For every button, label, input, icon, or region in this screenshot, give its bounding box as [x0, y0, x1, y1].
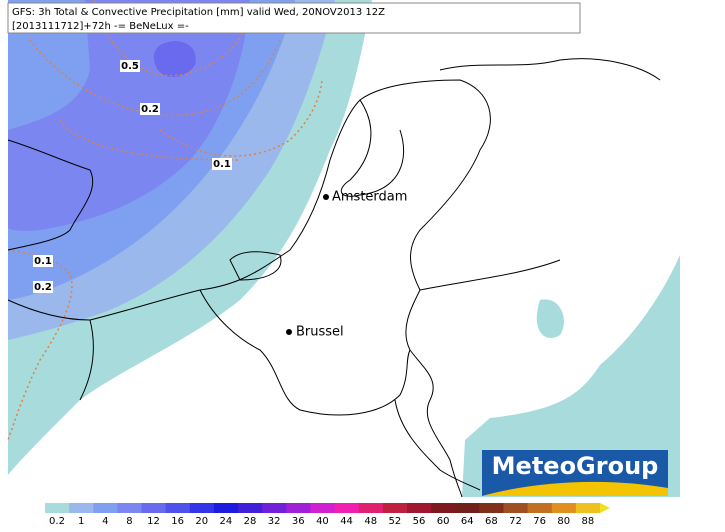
- legend-swatch: [503, 503, 529, 513]
- legend-swatch: [527, 503, 553, 513]
- city-dot: [323, 194, 329, 200]
- legend-swatch: [213, 503, 239, 513]
- legend-label: 36: [292, 516, 305, 527]
- legend-label: 16: [171, 516, 184, 527]
- legend-label: 12: [147, 516, 160, 527]
- legend-swatch: [551, 503, 577, 513]
- precip-area: [536, 299, 564, 339]
- legend-label: 88: [582, 516, 595, 527]
- contour-labels: 0.5 0.2 0.1 0.1 0.2: [33, 60, 232, 293]
- legend-label: 44: [340, 516, 353, 527]
- legend-swatch: [69, 503, 94, 513]
- logo-arc: [482, 481, 668, 496]
- legend-swatch: [334, 503, 360, 513]
- legend-label: 64: [461, 516, 474, 527]
- city-label: Brussel: [296, 325, 344, 340]
- header-line: GFS: 3h Total & Convective Precipitation…: [12, 7, 385, 18]
- legend-swatch: [165, 503, 191, 513]
- coastlines: [7, 58, 661, 498]
- legend-label: 32: [268, 516, 281, 527]
- legend-swatch: [117, 503, 143, 513]
- legend-swatch: [141, 503, 167, 513]
- legend-label: 20: [195, 516, 208, 527]
- legend: 0.2 1 4 8 12 16 20 24 28 32 36 40 44 48 52 56 60 64 68 72 76…: [45, 503, 610, 527]
- contours: [7, 0, 323, 441]
- legend-label: 8: [126, 516, 132, 527]
- legend-label: 1: [78, 516, 84, 527]
- legend-label: 24: [220, 516, 233, 527]
- contour-label-box: [33, 281, 53, 293]
- legend-swatch: [45, 503, 70, 513]
- legend-label: 52: [388, 516, 401, 527]
- legend-swatch: [286, 503, 311, 513]
- city-dot: [286, 329, 292, 335]
- legend-label: 76: [533, 516, 546, 527]
- legend-swatch: [189, 503, 215, 513]
- legend-label: 72: [509, 516, 522, 527]
- legend-label: 68: [485, 516, 498, 527]
- contour-label-box: [120, 60, 140, 72]
- contour-label-box: [212, 158, 232, 170]
- legend-swatch: [431, 503, 456, 513]
- legend-swatch: [575, 503, 601, 513]
- legend-label: 4: [102, 516, 108, 527]
- legend-label: 40: [316, 516, 329, 527]
- contour-label: 0.1: [34, 256, 52, 267]
- legend-label: 60: [437, 516, 450, 527]
- legend-label: 56: [413, 516, 426, 527]
- header-box: [7, 2, 581, 34]
- legend-swatch: [262, 503, 287, 513]
- legend-swatch: [238, 503, 263, 513]
- contour-label: 0.2: [141, 104, 159, 115]
- contour-label-box: [140, 103, 160, 115]
- city-label: Amsterdam: [332, 190, 407, 205]
- legend-swatch: [93, 503, 118, 513]
- header-line: [2013111712]+72h -= BeNeLux =-: [12, 21, 189, 32]
- contour-label: 0.1: [213, 159, 231, 170]
- contour-label: 0.5: [121, 61, 139, 72]
- legend-arrow: [600, 503, 610, 513]
- legend-swatch: [310, 503, 336, 513]
- logo-text: MeteoGroup: [492, 452, 659, 480]
- legend-swatch: [455, 503, 480, 513]
- contour-label-box: [33, 255, 53, 267]
- precip-area: [153, 41, 196, 77]
- legend-swatch: [358, 503, 384, 513]
- legend-label: 48: [364, 516, 377, 527]
- legend-swatch: [382, 503, 408, 513]
- legend-label: 80: [557, 516, 570, 527]
- legend-swatch: [479, 503, 504, 513]
- precip-area: [462, 255, 680, 497]
- legend-label: 28: [244, 516, 257, 527]
- contour-label: 0.2: [34, 282, 52, 293]
- legend-label: 0.2: [49, 516, 65, 527]
- legend-swatch: [406, 503, 432, 513]
